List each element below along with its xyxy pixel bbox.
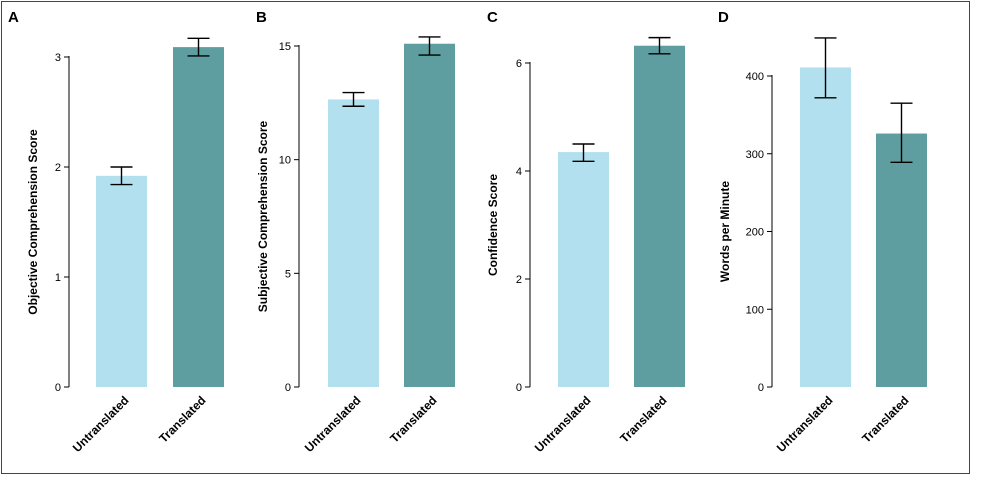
panel-a-category-label: Untranslated: [70, 393, 132, 455]
panel-d-y-tick-label: 0: [758, 382, 764, 394]
panel-a-bar-translated: [173, 47, 224, 387]
panel-b-letter: B: [256, 9, 267, 26]
panel-b-y-tick-label: 0: [285, 382, 291, 394]
panel-b-bar-translated: [404, 43, 455, 388]
panel-c-category-label: Translated: [617, 393, 669, 445]
figure-frame: [1, 1, 970, 474]
panel-a-category-label: Translated: [156, 393, 208, 445]
panel-b-y-tick-label: 10: [279, 155, 291, 167]
panel-b-y-tick-label: 5: [285, 268, 291, 280]
panel-a-bar-untranslated: [96, 175, 147, 387]
panel-d-y-tick-label: 400: [746, 71, 764, 83]
panel-b-category-label: Translated: [387, 393, 439, 445]
panel-d-category-label: Translated: [859, 393, 911, 445]
panel-c-letter: C: [487, 9, 498, 26]
panel-a-letter: A: [8, 9, 19, 26]
panel-c-y-tick-label: 6: [516, 58, 522, 70]
panel-d-bar-untranslated: [800, 67, 851, 387]
panel-a-y-tick-label: 3: [55, 52, 61, 64]
panel-c-bar-translated: [634, 45, 685, 387]
panel-c-bar-untranslated: [558, 152, 609, 387]
panel-a-y-tick-label: 0: [55, 382, 61, 394]
panel-b-bar-untranslated: [328, 99, 379, 387]
panel-a-y-tick-label: 2: [55, 162, 61, 174]
panel-b-y-axis-title: Subjective Comprehension Score: [256, 120, 270, 312]
panel-d-y-tick-label: 300: [746, 149, 764, 161]
panel-a-y-tick-label: 1: [55, 272, 61, 284]
panel-d-category-label: Untranslated: [774, 393, 836, 455]
panel-d-y-tick-label: 200: [746, 227, 764, 239]
panel-a-y-axis-title: Objective Comprehension Score: [26, 129, 40, 315]
panel-c-y-tick-label: 2: [516, 274, 522, 286]
panel-c-y-tick-label: 0: [516, 382, 522, 394]
panel-d-y-axis-title: Words per Minute: [718, 181, 732, 282]
panel-c-category-label: Untranslated: [532, 393, 594, 455]
panel-c-y-tick-label: 4: [516, 166, 522, 178]
panel-d-y-tick-label: 100: [746, 304, 764, 316]
panel-d-bar-translated: [876, 133, 927, 387]
panel-b-y-tick-label: 15: [279, 41, 291, 53]
panel-c-y-axis-title: Confidence Score: [486, 174, 500, 276]
panel-d-letter: D: [718, 9, 729, 26]
panel-b-category-label: Untranslated: [302, 393, 364, 455]
